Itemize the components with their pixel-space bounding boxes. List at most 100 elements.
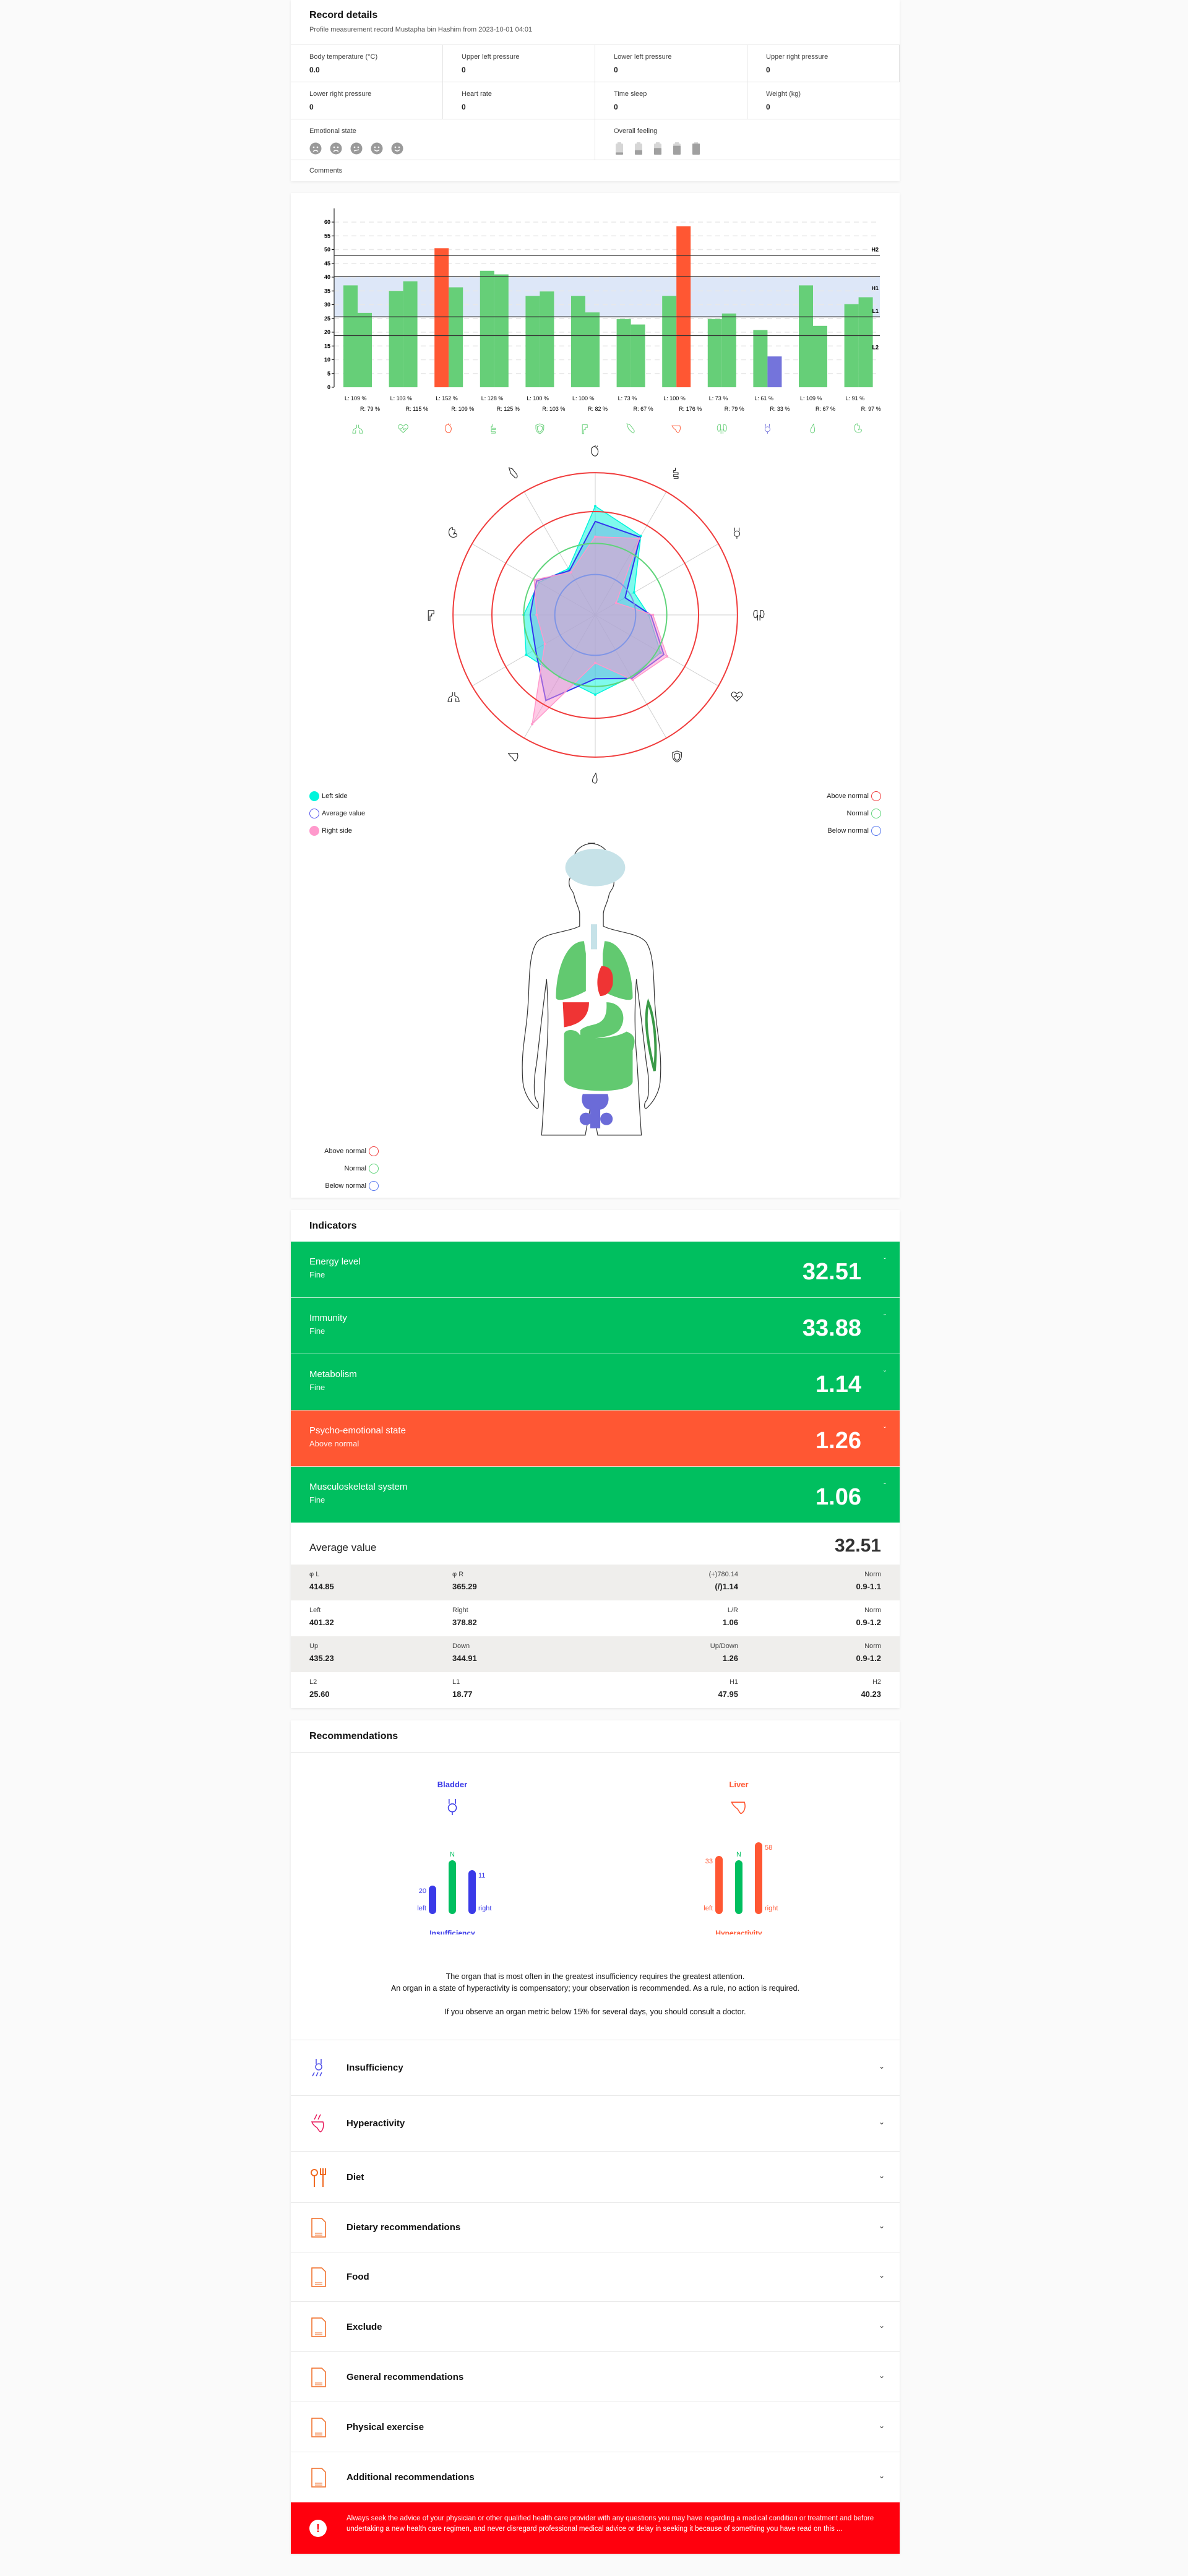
section-exclude[interactable]: Exclude ⌄ xyxy=(291,2301,900,2351)
section-hyperactivity[interactable]: Hyperactivity ⌄ xyxy=(291,2095,900,2151)
bar-left[interactable] xyxy=(753,330,768,387)
stats-label: Down xyxy=(452,1642,470,1650)
bar-left[interactable] xyxy=(480,270,494,387)
field-label: Lower right pressure xyxy=(309,90,372,98)
y-tick-label: 15 xyxy=(324,343,330,349)
bar-right[interactable] xyxy=(767,356,782,387)
section-additional-recommendations[interactable]: Additional recommendations ⌄ xyxy=(291,2452,900,2502)
chevron-down-icon[interactable]: ⌄ xyxy=(878,2321,885,2330)
battery-level-icon[interactable] xyxy=(635,142,642,155)
section-physical-exercise[interactable]: Physical exercise ⌄ xyxy=(291,2402,900,2452)
chevron-down-icon[interactable]: ˇ xyxy=(884,1256,886,1265)
bar-right[interactable] xyxy=(540,291,554,387)
radar-ring xyxy=(523,543,668,687)
record-subtitle: Profile measurement record Mustapha bin … xyxy=(309,26,533,33)
bar-left[interactable] xyxy=(662,296,677,387)
stats-label: Norm xyxy=(864,1571,881,1578)
right-percent-label: R: 103 % xyxy=(542,406,565,412)
bar-right[interactable] xyxy=(403,281,418,387)
threshold-label: L1 xyxy=(872,308,879,314)
sad-face-icon[interactable] xyxy=(330,142,342,155)
indicator-row[interactable]: Psycho-emotional state Above normal 1.26 ˇ xyxy=(291,1410,900,1467)
bar-right[interactable] xyxy=(449,287,463,387)
bar-left[interactable] xyxy=(389,291,403,387)
battery-level-icon[interactable] xyxy=(673,142,681,155)
chevron-down-icon[interactable]: ˇ xyxy=(884,1425,886,1434)
right-percent-label: R: 67 % xyxy=(634,406,653,412)
section-insufficiency[interactable]: Insufficiency ⌄ xyxy=(291,2040,900,2095)
neutral-face-icon[interactable] xyxy=(350,142,363,155)
lungs-icon xyxy=(447,692,460,702)
indicator-name: Metabolism xyxy=(309,1369,357,1380)
battery-level-icon[interactable] xyxy=(616,142,623,155)
chevron-down-icon[interactable]: ⌄ xyxy=(878,2471,885,2480)
chevron-down-icon[interactable]: ⌄ xyxy=(878,2271,885,2280)
stats-value: 47.95 xyxy=(718,1689,738,1699)
indicator-row[interactable]: Immunity Fine 33.88 ˇ xyxy=(291,1298,900,1354)
stats-label: L2 xyxy=(309,1678,317,1686)
legend-item: Average value xyxy=(309,808,365,819)
field-value: 0 xyxy=(614,66,618,74)
section-food[interactable]: Food ⌄ xyxy=(291,2252,900,2301)
bar-right[interactable] xyxy=(721,313,736,387)
bar-right[interactable] xyxy=(676,226,691,387)
section-diet[interactable]: Diet ⌄ xyxy=(291,2151,900,2202)
chevron-down-icon[interactable]: ˇ xyxy=(884,1482,886,1490)
indicator-row[interactable]: Musculoskeletal system Fine 1.06 ˇ xyxy=(291,1467,900,1523)
average-value: 32.51 xyxy=(834,1535,881,1556)
field-value: 0 xyxy=(462,66,466,74)
bar-right[interactable] xyxy=(494,274,509,387)
battery-level-icon[interactable] xyxy=(692,142,700,155)
y-tick-label: 10 xyxy=(324,357,330,363)
section-general-recommendations[interactable]: General recommendations ⌄ xyxy=(291,2351,900,2402)
left-lung xyxy=(556,941,586,1000)
indicator-row[interactable]: Energy level Fine 32.51 ˇ xyxy=(291,1242,900,1298)
bar-right[interactable] xyxy=(585,312,600,387)
very-sad-face-icon[interactable] xyxy=(309,142,322,155)
stats-row: L2 25.60 L1 18.77 H1 47.95 H2 40.23 xyxy=(291,1672,900,1708)
bar-left[interactable] xyxy=(799,285,813,387)
heart-icon xyxy=(591,445,599,457)
bar-left[interactable] xyxy=(343,285,358,387)
normal-band xyxy=(334,276,880,317)
chevron-down-icon[interactable]: ⌄ xyxy=(878,2371,885,2380)
emotional-state-label: Emotional state xyxy=(309,127,356,135)
indicator-row[interactable]: Metabolism Fine 1.14 ˇ xyxy=(291,1354,900,1410)
bar-right[interactable] xyxy=(858,297,873,387)
bar-left[interactable] xyxy=(707,319,722,387)
legend-item: Normal xyxy=(847,808,881,819)
bar-left[interactable] xyxy=(616,319,631,387)
legend-marker-icon xyxy=(309,791,319,801)
chevron-down-icon[interactable]: ⌄ xyxy=(878,2062,885,2071)
stats-value: 1.26 xyxy=(722,1654,738,1663)
chevron-down-icon[interactable]: ⌄ xyxy=(878,2171,885,2180)
bar-left[interactable] xyxy=(525,296,540,387)
chevron-down-icon[interactable]: ⌄ xyxy=(878,2118,885,2126)
note-insufficiency: The organ that is most often in the grea… xyxy=(446,1972,745,1981)
chevron-down-icon[interactable]: ⌄ xyxy=(878,2222,885,2230)
y-tick-label: 55 xyxy=(324,233,330,239)
smile-face-icon[interactable] xyxy=(371,142,383,155)
left-percent-label: L: 61 % xyxy=(754,395,773,401)
bar-left[interactable] xyxy=(571,296,585,387)
radar-point xyxy=(638,537,641,540)
chevron-down-icon[interactable]: ˇ xyxy=(884,1313,886,1321)
indicator-status: Fine xyxy=(309,1326,325,1336)
chevron-down-icon[interactable]: ⌄ xyxy=(878,2421,885,2430)
bar-left xyxy=(715,1856,723,1914)
left-label: left xyxy=(704,1905,713,1912)
indicator-value: 1.26 xyxy=(816,1428,861,1454)
radar-point xyxy=(631,678,634,681)
clipboard-heart-icon xyxy=(311,2367,326,2387)
chevron-down-icon[interactable]: ˇ xyxy=(884,1369,886,1378)
section-dietary-recommendations[interactable]: Dietary recommendations ⌄ xyxy=(291,2202,900,2252)
field-label: Upper right pressure xyxy=(766,53,829,61)
battery-level-icon[interactable] xyxy=(654,142,661,155)
bar-right[interactable] xyxy=(813,325,827,387)
bar-left[interactable] xyxy=(434,248,449,387)
bar-right[interactable] xyxy=(358,312,372,387)
bar-right[interactable] xyxy=(631,324,645,387)
bar-left[interactable] xyxy=(844,304,859,387)
happy-face-icon[interactable] xyxy=(391,142,403,155)
